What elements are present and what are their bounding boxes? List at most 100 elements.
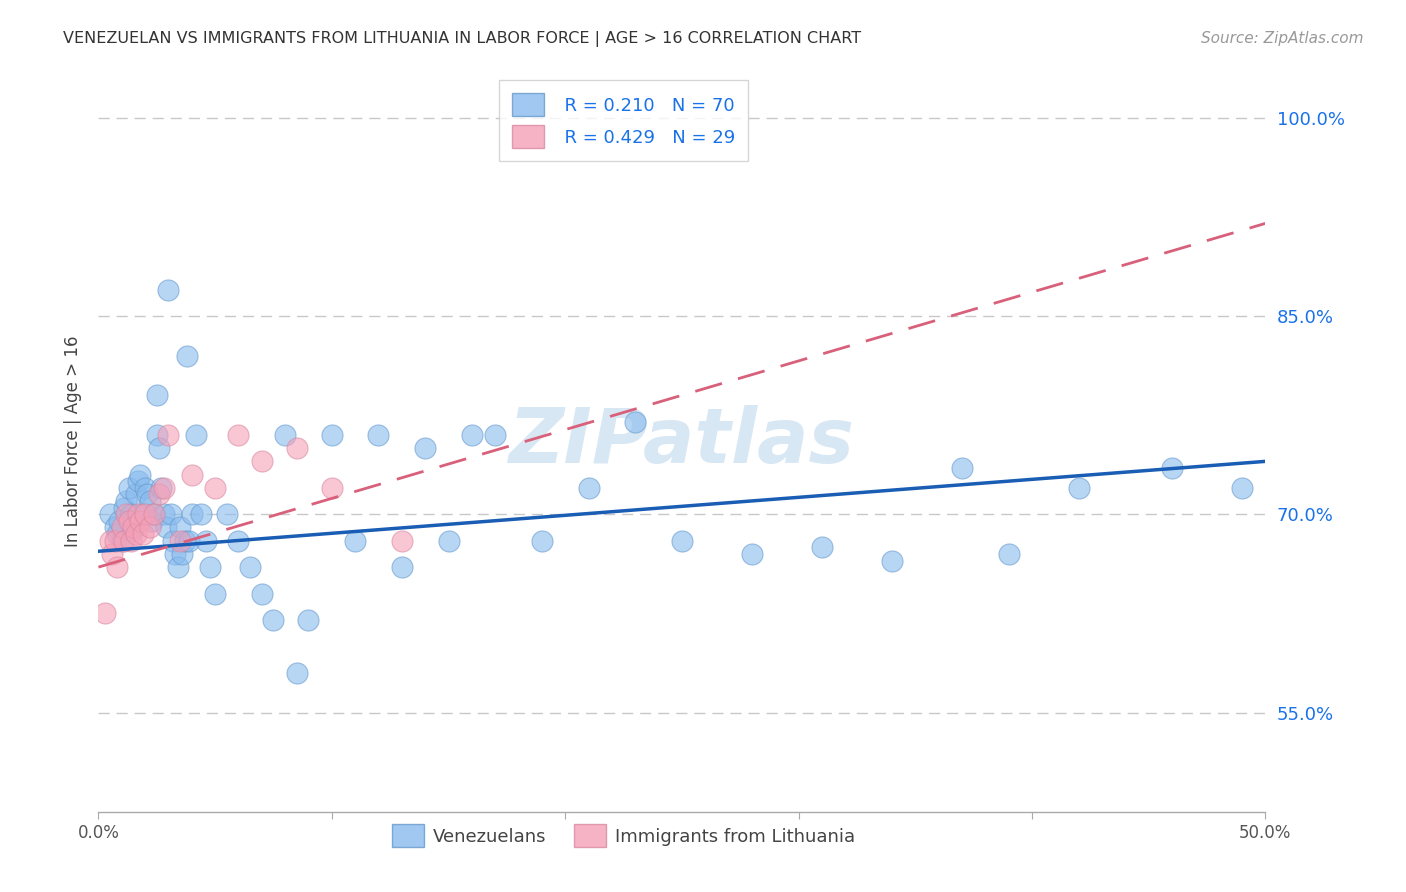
Point — [152, 481, 174, 495]
Point — [166, 560, 188, 574]
Point — [228, 428, 250, 442]
Point — [143, 508, 166, 522]
Point — [176, 349, 198, 363]
Point — [122, 514, 145, 528]
Point — [179, 533, 201, 548]
Point — [200, 560, 222, 574]
Point — [98, 533, 121, 548]
Point — [321, 481, 343, 495]
Point — [413, 441, 436, 455]
Point — [1161, 461, 1184, 475]
Point — [297, 613, 319, 627]
Point — [146, 388, 169, 402]
Point — [285, 665, 308, 680]
Text: ZIPatlas: ZIPatlas — [509, 405, 855, 478]
Point — [204, 481, 226, 495]
Point — [155, 520, 177, 534]
Text: VENEZUELAN VS IMMIGRANTS FROM LITHUANIA IN LABOR FORCE | AGE > 16 CORRELATION CH: VENEZUELAN VS IMMIGRANTS FROM LITHUANIA … — [63, 31, 862, 47]
Point — [204, 586, 226, 600]
Point — [172, 547, 194, 561]
Point — [578, 481, 600, 495]
Point — [125, 527, 148, 541]
Point — [165, 547, 187, 561]
Point — [194, 533, 217, 548]
Point — [950, 461, 973, 475]
Point — [262, 613, 284, 627]
Point — [148, 441, 170, 455]
Point — [880, 553, 903, 567]
Point — [321, 428, 343, 442]
Point — [112, 533, 135, 548]
Point — [169, 520, 191, 534]
Point — [173, 533, 195, 548]
Point — [120, 533, 142, 548]
Point — [484, 428, 506, 442]
Point — [98, 508, 121, 522]
Point — [215, 508, 238, 522]
Point — [136, 487, 159, 501]
Point — [125, 487, 148, 501]
Point — [811, 541, 834, 555]
Point — [129, 467, 152, 482]
Point — [134, 481, 156, 495]
Point — [186, 428, 208, 442]
Point — [118, 514, 141, 528]
Point — [146, 428, 169, 442]
Point — [94, 607, 117, 621]
Point — [285, 441, 308, 455]
Point — [228, 533, 250, 548]
Point — [139, 494, 162, 508]
Point — [108, 514, 131, 528]
Point — [118, 481, 141, 495]
Point — [741, 547, 763, 561]
Point — [132, 527, 155, 541]
Point — [101, 547, 124, 561]
Point — [157, 428, 180, 442]
Point — [150, 481, 173, 495]
Point — [1230, 481, 1253, 495]
Point — [671, 533, 693, 548]
Point — [127, 508, 149, 522]
Point — [344, 533, 367, 548]
Point — [105, 527, 128, 541]
Point — [115, 508, 138, 522]
Point — [169, 533, 191, 548]
Point — [624, 415, 647, 429]
Point — [239, 560, 262, 574]
Point — [997, 547, 1019, 561]
Point — [437, 533, 460, 548]
Point — [105, 560, 128, 574]
Point — [111, 520, 134, 534]
Point — [127, 474, 149, 488]
Point — [104, 520, 127, 534]
Point — [250, 586, 273, 600]
Point — [139, 520, 162, 534]
Point — [190, 508, 212, 522]
Point — [152, 508, 174, 522]
Point — [141, 514, 163, 528]
Y-axis label: In Labor Force | Age > 16: In Labor Force | Age > 16 — [65, 335, 83, 548]
Point — [122, 520, 145, 534]
Point — [112, 500, 135, 515]
Point — [367, 428, 389, 442]
Point — [461, 428, 484, 442]
Point — [391, 560, 413, 574]
Point — [157, 283, 180, 297]
Point — [120, 508, 142, 522]
Point — [143, 508, 166, 522]
Point — [1067, 481, 1090, 495]
Point — [530, 533, 553, 548]
Point — [274, 428, 297, 442]
Point — [111, 533, 134, 548]
Point — [159, 508, 181, 522]
Point — [180, 508, 202, 522]
Point — [115, 494, 138, 508]
Point — [180, 467, 202, 482]
Point — [134, 508, 156, 522]
Point — [129, 514, 152, 528]
Point — [148, 487, 170, 501]
Point — [104, 533, 127, 548]
Text: Source: ZipAtlas.com: Source: ZipAtlas.com — [1201, 31, 1364, 46]
Legend: Venezuelans, Immigrants from Lithuania: Venezuelans, Immigrants from Lithuania — [384, 817, 863, 855]
Point — [162, 533, 184, 548]
